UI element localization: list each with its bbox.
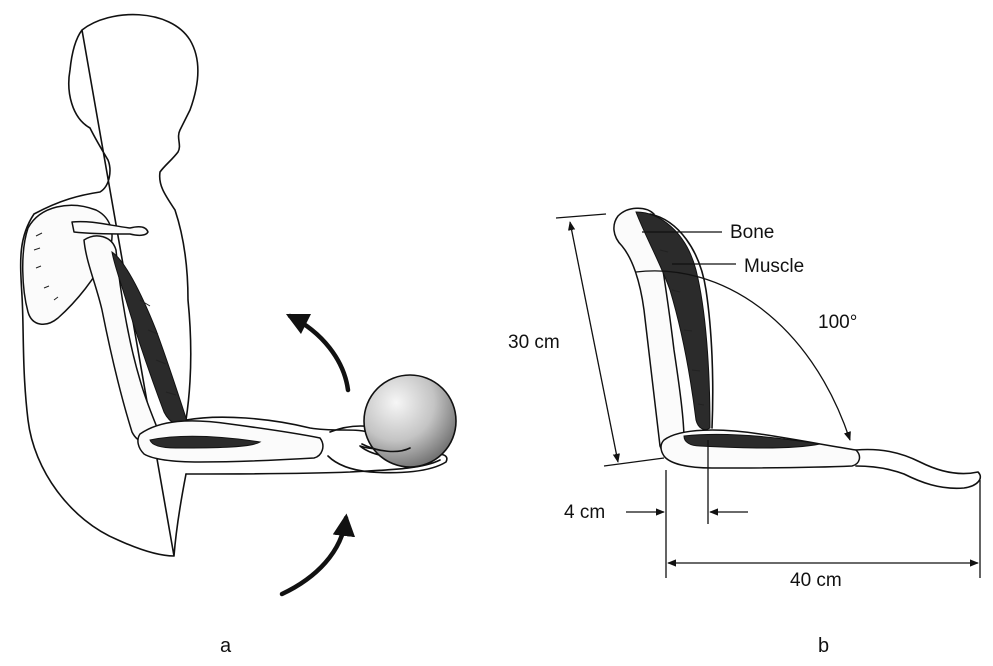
shoulder-blade [22,204,113,325]
forearm-length-label: 40 cm [790,570,842,591]
panel-a-label: a [220,635,232,657]
rotation-arrow-bottom [279,513,356,597]
bone-label: Bone [730,222,774,243]
muscle-offset-label: 4 cm [564,502,605,523]
upper-arm-length-label: 30 cm [508,332,560,353]
panel-b [555,207,982,578]
upper-arm-dimension [568,221,620,463]
angle-label: 100° [818,312,857,333]
panel-a [19,13,457,597]
ball [363,374,457,468]
hand-b [855,448,982,490]
body-silhouette [19,13,199,557]
muscle-label: Muscle [744,256,804,277]
rotation-arrow-top [285,313,351,393]
panel-b-label: b [818,635,829,657]
collarbone [71,220,149,237]
angle-arc [635,270,851,441]
